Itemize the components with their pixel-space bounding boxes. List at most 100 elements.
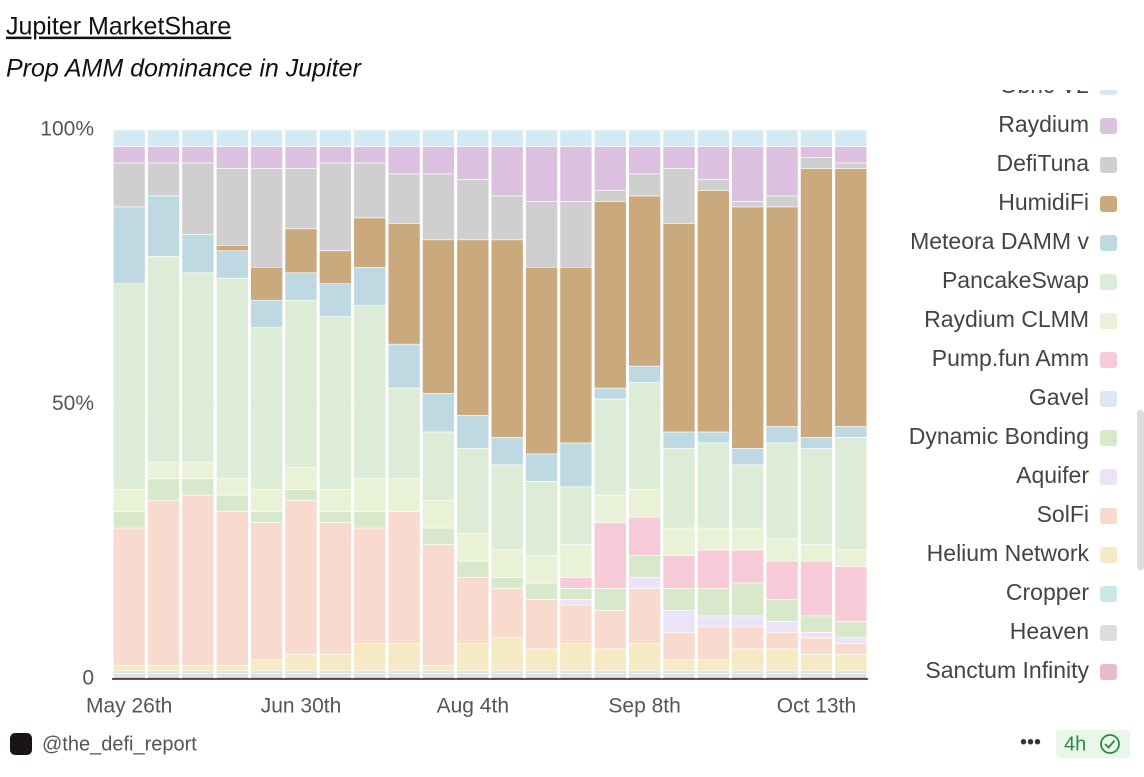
- bar-segment: [353, 478, 387, 512]
- bar-segment: [593, 146, 627, 191]
- bar-segment: [319, 673, 352, 677]
- bar-segment: [181, 664, 215, 672]
- bar-segment: [353, 129, 387, 147]
- y-tick-label: 50%: [52, 392, 94, 415]
- bar-segment: [593, 670, 627, 674]
- bar-segment: [662, 555, 696, 589]
- bar-segment: [800, 448, 833, 545]
- bar-segment: [559, 544, 593, 578]
- legend-swatch: [1100, 196, 1117, 212]
- bar-segment: [456, 448, 490, 534]
- bar-segment: [490, 588, 524, 639]
- bar-segment: [628, 670, 661, 674]
- bar-segment: [525, 453, 558, 482]
- bar-segment: [662, 129, 696, 147]
- bar-segment: [181, 478, 215, 496]
- bar-segment: [422, 670, 455, 674]
- legend-swatch: [1100, 235, 1117, 251]
- bar-segment: [593, 522, 627, 589]
- bar-segment: [765, 426, 799, 444]
- legend-swatch: [1100, 625, 1117, 641]
- bar-segment: [181, 234, 215, 274]
- bar-segment: [765, 621, 799, 633]
- bar-segment: [834, 653, 868, 672]
- bar-segment: [387, 511, 421, 644]
- bar-segment: [422, 239, 455, 394]
- legend-swatch: [1100, 391, 1117, 407]
- legend: Obric V2 Raydium DefiTuna HumidiFi Meteora D…: [909, 72, 1117, 683]
- bar-segment: [662, 610, 696, 633]
- bar-segment: [800, 673, 833, 677]
- legend-swatch: [1100, 547, 1117, 563]
- bar-segment: [456, 670, 490, 674]
- bar-segment: [834, 146, 868, 164]
- bar-segment: [731, 464, 765, 529]
- bar-segment: [456, 533, 490, 562]
- bar-segment: [284, 489, 318, 501]
- bar-segment: [800, 615, 833, 633]
- bar-segment: [559, 588, 593, 600]
- bar-segment: [422, 527, 455, 545]
- bar-segment: [250, 673, 283, 677]
- legend-label: Obric V2: [1000, 72, 1089, 98]
- legend-label: Dynamic Bonding: [909, 423, 1089, 449]
- bar-segment: [353, 266, 387, 306]
- bar-segment: [628, 577, 661, 589]
- bar-segment: [215, 168, 249, 246]
- bar-segment: [456, 129, 490, 147]
- bar-segment: [284, 129, 318, 147]
- bar-segment: [490, 146, 524, 197]
- bar-segment: [147, 673, 180, 677]
- time-badge: [1056, 730, 1130, 758]
- bar-segment: [593, 201, 627, 389]
- avatar: [10, 733, 32, 755]
- bar-segment: [765, 129, 799, 147]
- legend-label: Helium Network: [927, 540, 1090, 566]
- bar-segment: [215, 664, 249, 672]
- handle: @the_defi_report: [42, 733, 197, 755]
- bar-segment: [525, 555, 558, 584]
- bar-segment: [387, 129, 421, 147]
- bar-segment: [250, 168, 283, 268]
- bar-segment: [800, 146, 833, 158]
- bar-segment: [765, 670, 799, 674]
- verified-icon: [1100, 734, 1120, 754]
- bar-segment: [834, 637, 868, 644]
- bar-segment: [559, 599, 593, 606]
- bar-segment: [181, 461, 215, 479]
- legend-swatch: [1100, 313, 1117, 329]
- bar-segment: [215, 129, 249, 147]
- bar-segment: [147, 255, 180, 463]
- bar-segment: [662, 632, 696, 661]
- bar-segment: [112, 146, 146, 164]
- x-tick-label: Sep 8th: [608, 695, 680, 718]
- bar-segment: [422, 431, 455, 501]
- bar-segment: [834, 566, 868, 622]
- bar-segment: [662, 448, 696, 529]
- bar-segment: [559, 486, 593, 545]
- bar-segment: [765, 560, 799, 600]
- bar-segment: [181, 494, 215, 666]
- bar-segment: [490, 549, 524, 578]
- bar-segment: [490, 195, 524, 241]
- bar-segment: [662, 431, 696, 449]
- bar-segment: [525, 673, 558, 677]
- legend-label: Gavel: [1029, 384, 1089, 410]
- scrollbar[interactable]: [1137, 410, 1144, 570]
- bar-segment: [250, 299, 283, 328]
- bar-segment: [731, 626, 765, 650]
- bar-segment: [422, 500, 455, 529]
- bar-segment: [731, 582, 765, 617]
- bar-segment: [181, 670, 215, 674]
- bar-segment: [697, 146, 730, 180]
- bar-segment: [490, 673, 524, 677]
- legend-swatch: [1100, 274, 1117, 290]
- bar-segment: [765, 206, 799, 427]
- more-icon[interactable]: •••: [1020, 731, 1041, 753]
- x-tick-label: Aug 4th: [437, 695, 509, 718]
- bar-segment: [765, 648, 799, 672]
- bar-segment: [628, 555, 661, 578]
- bar-segment: [215, 250, 249, 279]
- bar-segment: [731, 448, 765, 466]
- bar-segment: [697, 659, 730, 672]
